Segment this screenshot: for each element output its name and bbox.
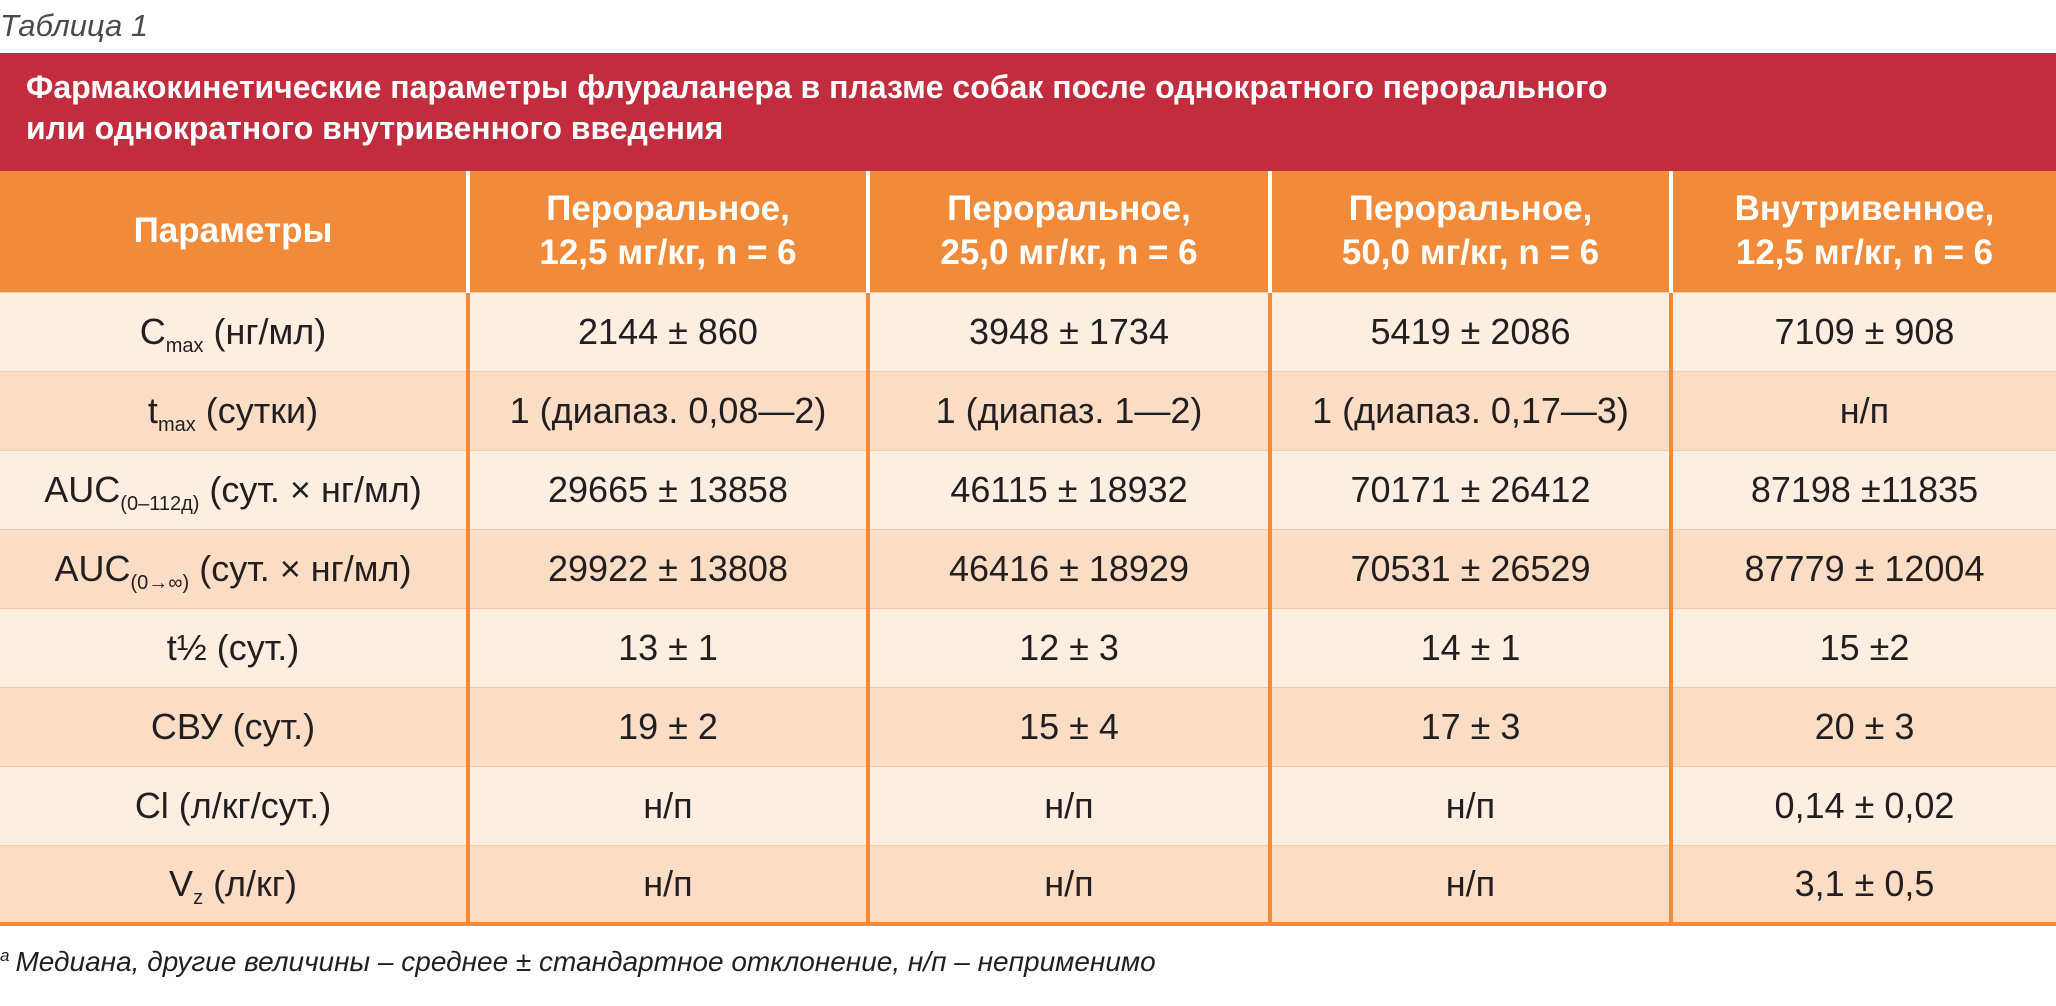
header-oral-25-0: Пероральное, 25,0 мг/кг, n = 6 [866, 171, 1270, 292]
footnote: a Медиана, другие величины – среднее ± ст… [0, 942, 1156, 982]
value-cell: 15 ±2 [1669, 607, 2056, 687]
param-cell: AUC(0→∞) (сут. × нг/мл) [0, 528, 468, 608]
value-cell: 70531 ± 26529 [1268, 528, 1671, 608]
value-cell: н/п [1268, 844, 1671, 926]
table-row: AUC(0–112д) (сут. × нг/мл) 29665 ± 13858… [0, 449, 2056, 529]
value-cell: 29922 ± 13808 [466, 528, 868, 608]
pharmacokinetics-table: Параметры Пероральное, 12,5 мг/кг, n = 6… [0, 171, 2056, 926]
param-cell: Cl (л/кг/сут.) [0, 765, 468, 845]
value-cell: 14 ± 1 [1268, 607, 1671, 687]
value-cell: 87779 ± 12004 [1669, 528, 2056, 608]
header-oral-12-5: Пероральное, 12,5 мг/кг, n = 6 [466, 171, 868, 292]
value-cell: 5419 ± 2086 [1268, 291, 1671, 371]
param-cell: СВУ (сут.) [0, 686, 468, 766]
value-cell: 12 ± 3 [866, 607, 1270, 687]
value-cell: 15 ± 4 [866, 686, 1270, 766]
value-cell: 1 (диапаз. 0,17—3) [1268, 370, 1671, 450]
value-cell: 20 ± 3 [1669, 686, 2056, 766]
value-cell: 2144 ± 860 [466, 291, 868, 371]
header-iv-12-5: Внутривенное, 12,5 мг/кг, n = 6 [1669, 171, 2056, 292]
header-row: Параметры Пероральное, 12,5 мг/кг, n = 6… [0, 171, 2056, 292]
value-cell: н/п [866, 844, 1270, 926]
table-row: Cmax (нг/мл) 2144 ± 860 3948 ± 1734 5419… [0, 291, 2056, 371]
param-cell: t½ (сут.) [0, 607, 468, 687]
value-cell: 7109 ± 908 [1669, 291, 2056, 371]
table-title-line-1: Фармакокинетические параметры флураланер… [26, 69, 1608, 105]
table-title: Фармакокинетические параметры флураланер… [0, 53, 2056, 171]
value-cell: 17 ± 3 [1268, 686, 1671, 766]
value-cell: н/п [466, 765, 868, 845]
table-row: t½ (сут.) 13 ± 1 12 ± 3 14 ± 1 15 ±2 [0, 607, 2056, 687]
param-cell: AUC(0–112д) (сут. × нг/мл) [0, 449, 468, 529]
footnote-text: Медиана, другие величины – среднее ± ста… [15, 946, 1156, 977]
table-row: СВУ (сут.) 19 ± 2 15 ± 4 17 ± 3 20 ± 3 [0, 686, 2056, 766]
value-cell: 3,1 ± 0,5 [1669, 844, 2056, 926]
header-oral-50-0: Пероральное, 50,0 мг/кг, n = 6 [1268, 171, 1671, 292]
table-title-line-2: или однократного внутривенного введения [26, 110, 724, 146]
value-cell: н/п [1268, 765, 1671, 845]
table-row: Cl (л/кг/сут.) н/п н/п н/п 0,14 ± 0,02 [0, 765, 2056, 845]
value-cell: 70171 ± 26412 [1268, 449, 1671, 529]
value-cell: 1 (диапаз. 1—2) [866, 370, 1270, 450]
table-row: tmax (сутки) 1 (диапаз. 0,08—2) 1 (диапа… [0, 370, 2056, 450]
value-cell: 29665 ± 13858 [466, 449, 868, 529]
param-cell: Cmax (нг/мл) [0, 291, 468, 371]
footnote-mark: a [0, 946, 10, 965]
value-cell: 19 ± 2 [466, 686, 868, 766]
param-cell: Vz (л/кг) [0, 844, 468, 926]
value-cell: н/п [866, 765, 1270, 845]
value-cell: 3948 ± 1734 [866, 291, 1270, 371]
value-cell: 46115 ± 18932 [866, 449, 1270, 529]
param-cell: tmax (сутки) [0, 370, 468, 450]
table-label: Таблица 1 [0, 8, 149, 43]
table-row: Vz (л/кг) н/п н/п н/п 3,1 ± 0,5 [0, 844, 2056, 926]
header-params: Параметры [0, 171, 468, 292]
value-cell: 13 ± 1 [466, 607, 868, 687]
value-cell: 87198 ±11835 [1669, 449, 2056, 529]
value-cell: н/п [466, 844, 868, 926]
value-cell: н/п [1669, 370, 2056, 450]
value-cell: 46416 ± 18929 [866, 528, 1270, 608]
value-cell: 1 (диапаз. 0,08—2) [466, 370, 868, 450]
table-row: AUC(0→∞) (сут. × нг/мл) 29922 ± 13808 46… [0, 528, 2056, 608]
value-cell: 0,14 ± 0,02 [1669, 765, 2056, 845]
